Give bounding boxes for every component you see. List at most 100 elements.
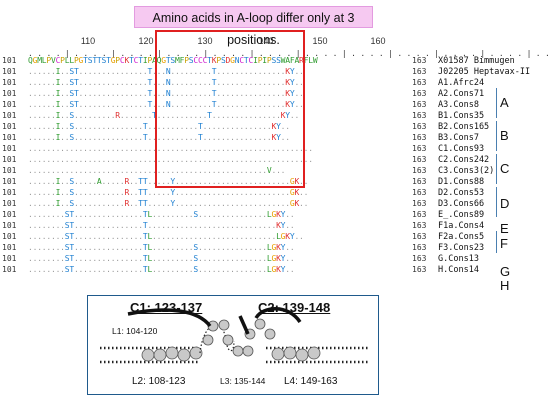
row-sequence: QGMLPVCPLLPGTSTTSTGPCKTCTIPAQGTSMFPSCCCT… [28,56,318,65]
row-sequence: ........ST...............TL.........S...… [28,243,295,252]
alignment-row: 101.....................................… [0,166,550,177]
row-end-position: 163 [412,254,427,263]
row-start-position: 101 [2,155,17,164]
row-end-position: 163 [412,166,427,175]
group-b-label: B [500,128,509,143]
group-d-bracket [496,187,497,217]
row-sequence-name: C1.Cons93 [438,144,485,154]
row-end-position: 163 [412,199,427,208]
alignment-row: 101 ......I..S...........R..TT.....Y.....… [0,199,550,210]
row-end-position: 163 [412,67,427,76]
row-start-position: 101 [2,243,17,252]
row-end-position: 163 [412,56,427,65]
row-end-position: 163 [412,100,427,109]
row-start-position: 101 [2,78,17,87]
ruler-number-110: 110 [80,36,96,46]
row-start-position: 101 [2,133,17,142]
group-c-bracket [496,154,497,184]
loop-topology-diagram: C1: 123-137 C2: 139-148 L1: 104-120 L2: … [87,295,379,395]
row-sequence-name: X01587 Bimmugen [438,56,515,66]
row-sequence-name: B1.Cons35 [438,111,485,121]
row-start-position: 101 [2,188,17,197]
group-e-label: E [500,221,509,236]
left-beads [141,346,203,362]
group-a-label: A [500,95,509,110]
row-sequence-name: C3.Cons3(2) [438,166,495,176]
alignment-row: 101 QGMLPVCPLLPGTSTTSTGPCKTCTIPAQGTSMFPSC… [0,56,550,67]
row-end-position: 163 [412,232,427,241]
row-sequence: ......I..ST...............T...N.........… [28,100,304,109]
row-start-position: 101 [2,232,17,241]
c2-label: C2: 139-148 [258,300,331,315]
ruler-ticks: . . . . | . . . . | . . . . | . . . . | … [28,49,550,58]
alignment-row: 101 ......I..ST...............T...N......… [0,67,550,78]
group-g-label: G [500,264,511,279]
annotation-banner: Amino acids in A-loop differ only at 3 p… [134,6,373,47]
row-start-position: 101 [2,67,17,76]
alignment-row: 101 ......I..ST...............T...N......… [0,78,550,89]
alignment-row: 101.....................................… [0,144,550,155]
row-sequence: ......I..ST...............T...N.........… [28,89,304,98]
row-sequence-name: C2.Cons242 [438,155,490,165]
row-sequence-name: E_.Cons89 [438,210,485,220]
row-start-position: 101 [2,221,17,230]
ruler-number-150: 150 [312,36,328,46]
right-beads [271,346,321,362]
row-sequence: ........................................… [28,155,313,164]
l1-label: L1: 104-120 [112,326,158,336]
row-sequence: ......I..S...............T...........T..… [28,133,290,142]
row-sequence: ........ST...............TL.............… [28,232,304,241]
row-sequence: ........ST...............TL.........S...… [28,265,295,274]
row-end-position: 163 [412,188,427,197]
row-sequence: ......I..S...............T...........T..… [28,122,290,131]
row-end-position: 163 [412,78,427,87]
alignment-row: 101 ......I..S...............T...........… [0,122,550,133]
group-f-label: F [500,236,508,251]
loop-beads [202,318,276,357]
ruler-number-120: 120 [138,36,154,46]
row-start-position: 101 [2,254,17,263]
row-sequence-name: F1a.Cons4 [438,221,485,231]
row-sequence: ........ST...............TL.........S...… [28,210,295,219]
row-end-position: 163 [412,221,427,230]
group-c-label: C [500,161,510,176]
row-sequence: ........ST...............TL.........S...… [28,254,295,263]
row-sequence-name: D3.Cons66 [438,199,485,209]
alignment-row: 101 ......I..S.....A.....R..TT.....Y.....… [0,177,550,188]
row-sequence-name: F2a.Cons5 [438,232,485,242]
row-end-position: 163 [412,122,427,131]
row-sequence-name: A3.Cons8 [438,100,479,110]
alignment-row: 101.....................................… [0,155,550,166]
alignment-row: 101 ........ST...............T...........… [0,221,550,232]
alignment-row: 101 ........ST...............TL.........S… [0,243,550,254]
loop-topology-svg [100,307,368,364]
row-sequence-name: D2.Cons53 [438,188,485,198]
row-start-position: 101 [2,89,17,98]
row-sequence: ......I..S.....A.....R..TT.....Y........… [28,177,309,186]
row-sequence: ........ST...............T..............… [28,221,295,230]
row-sequence: ......I..S.........R.......T...........T… [28,111,300,120]
c1-label: C1: 123-137 [130,300,203,315]
row-sequence-name: J02205 Heptavax-II [438,67,531,77]
row-end-position: 163 [412,177,427,186]
alignment-row: 101 ......I..S.........R.......T.........… [0,111,550,122]
alignment-row: 101 ........ST...............TL.........S… [0,265,550,276]
l3-label: L3: 135-144 [220,376,266,386]
position-ruler: 110 120 130 140 150 160 . . . . | . . . … [28,36,550,58]
row-sequence-name: A2.Cons71 [438,89,485,99]
row-end-position: 163 [412,144,427,153]
row-end-position: 163 [412,89,427,98]
row-end-position: 163 [412,243,427,252]
loop-dotted-chain [199,324,235,354]
row-sequence: ......I..ST...............T...N.........… [28,67,304,76]
c-link [238,315,250,335]
alignment-row: 101 ........ST...............TL.........S… [0,210,550,221]
group-f-bracket [496,231,497,253]
row-sequence: ........................................… [28,166,286,175]
group-a-bracket [496,88,497,118]
ruler-number-140: 140 [258,36,274,46]
row-start-position: 101 [2,100,17,109]
row-sequence: ........................................… [28,144,313,153]
a-loop-highlight-box [155,30,305,188]
row-end-position: 163 [412,265,427,274]
